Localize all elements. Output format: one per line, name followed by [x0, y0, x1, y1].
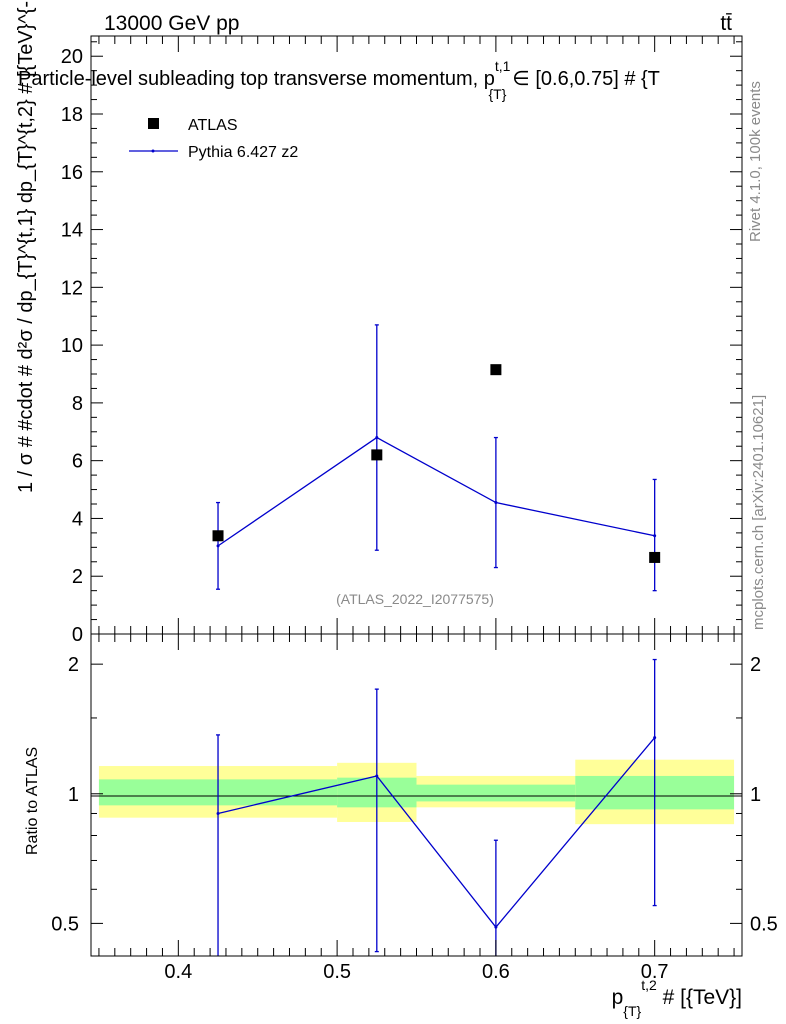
main-y-tick-label: 8	[72, 393, 83, 415]
plot-title-tail: ∈ [0.6,0.75] # {T	[512, 68, 660, 90]
ratio-y-axis-label: Ratio to ATLAS	[24, 747, 41, 855]
legend-data-marker	[148, 118, 159, 129]
main-y-tick-label: 20	[61, 46, 83, 68]
plot-title-sup: t,1	[495, 58, 511, 74]
x-axis-label-sub: {T}	[623, 1003, 641, 1019]
mc-point	[653, 534, 657, 538]
x-tick-label: 0.4	[164, 961, 192, 983]
ratio-y-tick-label-right: 0.5	[750, 913, 778, 935]
ratio-y-tick-label: 0.5	[51, 913, 79, 935]
ratio-point	[653, 736, 657, 740]
x-axis-label-sup: t,2	[641, 977, 657, 993]
plot-title-main: Particle-level subleading top transverse…	[18, 68, 495, 90]
ratio-marks	[216, 658, 657, 956]
main-y-tick-label: 10	[61, 335, 83, 357]
main-y-tick-label: 18	[61, 104, 83, 126]
mcplots-label: mcplots.cern.ch [arXiv:2401.10621]	[750, 395, 767, 630]
mc-point	[375, 436, 379, 440]
mc-point	[216, 544, 220, 548]
x-tick-label: 0.7	[641, 961, 669, 983]
legend: ATLAS Pythia 6.427 z2	[129, 117, 298, 161]
data-point	[371, 449, 383, 461]
ratio-y-tick-label: 1	[68, 784, 79, 806]
ratio-uncertainty-bands	[98, 759, 735, 825]
energy-label: 13000 GeV pp	[104, 12, 239, 35]
x-tick-label: 0.5	[323, 961, 351, 983]
main-panel: 0 2 4 6 8 10 12 14 16 18 20 1 / σ # #cdot # d²σ / …	[15, 0, 743, 646]
main-y-tick-label: 4	[72, 508, 83, 530]
data-point	[649, 551, 661, 563]
mc-point	[494, 501, 498, 505]
ratio-y-tick-label: 2	[68, 654, 79, 676]
x-axis-label-tail: # [{TeV}]	[657, 986, 742, 1009]
legend-mc-label: Pythia 6.427 z2	[188, 144, 298, 161]
main-x-ticks	[98, 36, 735, 634]
x-axis-label: p{T}t,2 # [{TeV}]	[612, 977, 742, 1019]
ratio-panel: 0.5 0.5 1 1 2 2 0.4 0.5 0.6 0.7 Ratio to ATLAS p…	[24, 633, 778, 1019]
ratio-line	[217, 737, 656, 929]
ratio-band-inner	[416, 784, 576, 802]
analysis-watermark: (ATLAS_2022_I2077575)	[336, 591, 494, 607]
legend-data-label: ATLAS	[188, 117, 238, 134]
main-marks	[212, 324, 661, 592]
ratio-y-axis: 0.5 0.5 1 1 2 2	[51, 654, 778, 935]
process-label: tt̄	[720, 12, 732, 35]
main-y-axis-label: 1 / σ # #cdot # d²σ / dp_{T}^{t,1} dp_{T…	[15, 0, 37, 493]
main-y-tick-label: 0	[72, 624, 83, 646]
main-y-tick-label: 6	[72, 451, 83, 473]
ratio-point	[375, 774, 379, 778]
data-point	[490, 364, 502, 376]
legend-mc-marker	[151, 149, 155, 153]
main-y-tick-label: 14	[61, 220, 83, 242]
data-point	[212, 530, 224, 542]
main-y-tick-label: 12	[61, 277, 83, 299]
ratio-point	[494, 925, 498, 929]
mc-line	[217, 436, 655, 547]
x-tick-label: 0.6	[482, 961, 510, 983]
plot-title-sub: {T}	[488, 86, 506, 102]
main-y-tick-label: 2	[72, 566, 83, 588]
main-y-axis: 0 2 4 6 8 10 12 14 16 18 20	[61, 41, 742, 646]
plot-title: Particle-level subleading top transverse…	[18, 58, 660, 102]
ratio-y-tick-label-right: 1	[750, 784, 761, 806]
ratio-x-axis: 0.4 0.5 0.6 0.7	[98, 634, 735, 983]
ratio-point	[216, 811, 220, 815]
main-y-tick-label: 16	[61, 162, 83, 184]
rivet-label: Rivet 4.1.0, 100k events	[747, 81, 764, 242]
ratio-y-tick-label-right: 2	[750, 654, 761, 676]
